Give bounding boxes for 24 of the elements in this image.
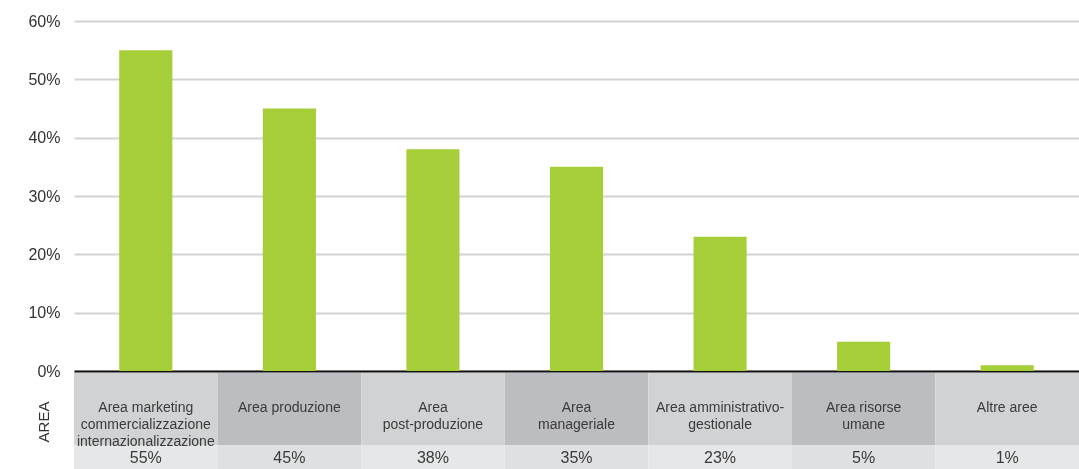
data-label: 45% xyxy=(273,449,306,466)
y-tick-label: 10% xyxy=(28,304,61,322)
x-tick-label: Area amministrativo- gestionale xyxy=(655,399,785,432)
x-tick-label: Area risorse umane xyxy=(825,399,902,432)
text: AREA xyxy=(35,401,52,443)
y-tick-label: 0% xyxy=(37,362,61,380)
x-tick-label: Area manageriale xyxy=(537,399,616,432)
data-label: 55% xyxy=(129,449,162,466)
x-tick-label: Area post-produzione xyxy=(382,399,484,432)
y-tick-label: 50% xyxy=(28,70,61,88)
data-label: 35% xyxy=(560,449,593,466)
data-label: 1% xyxy=(995,449,1019,466)
bar xyxy=(837,341,891,371)
x-tick-label: Area marketing commercializzazione internazionalizzazione xyxy=(76,399,215,449)
data-label: 38% xyxy=(416,449,449,466)
x-tick-label: Area produzione xyxy=(237,399,341,415)
x-tick-label: Altre aree xyxy=(976,399,1038,415)
y-tick-label: 20% xyxy=(28,245,61,263)
data-label: 5% xyxy=(852,449,876,466)
y-tick-label: 30% xyxy=(28,187,61,205)
y-tick-label: 40% xyxy=(28,129,61,147)
y-tick-label: 60% xyxy=(28,12,61,30)
bar xyxy=(980,365,1034,371)
data-label: 23% xyxy=(704,449,737,466)
